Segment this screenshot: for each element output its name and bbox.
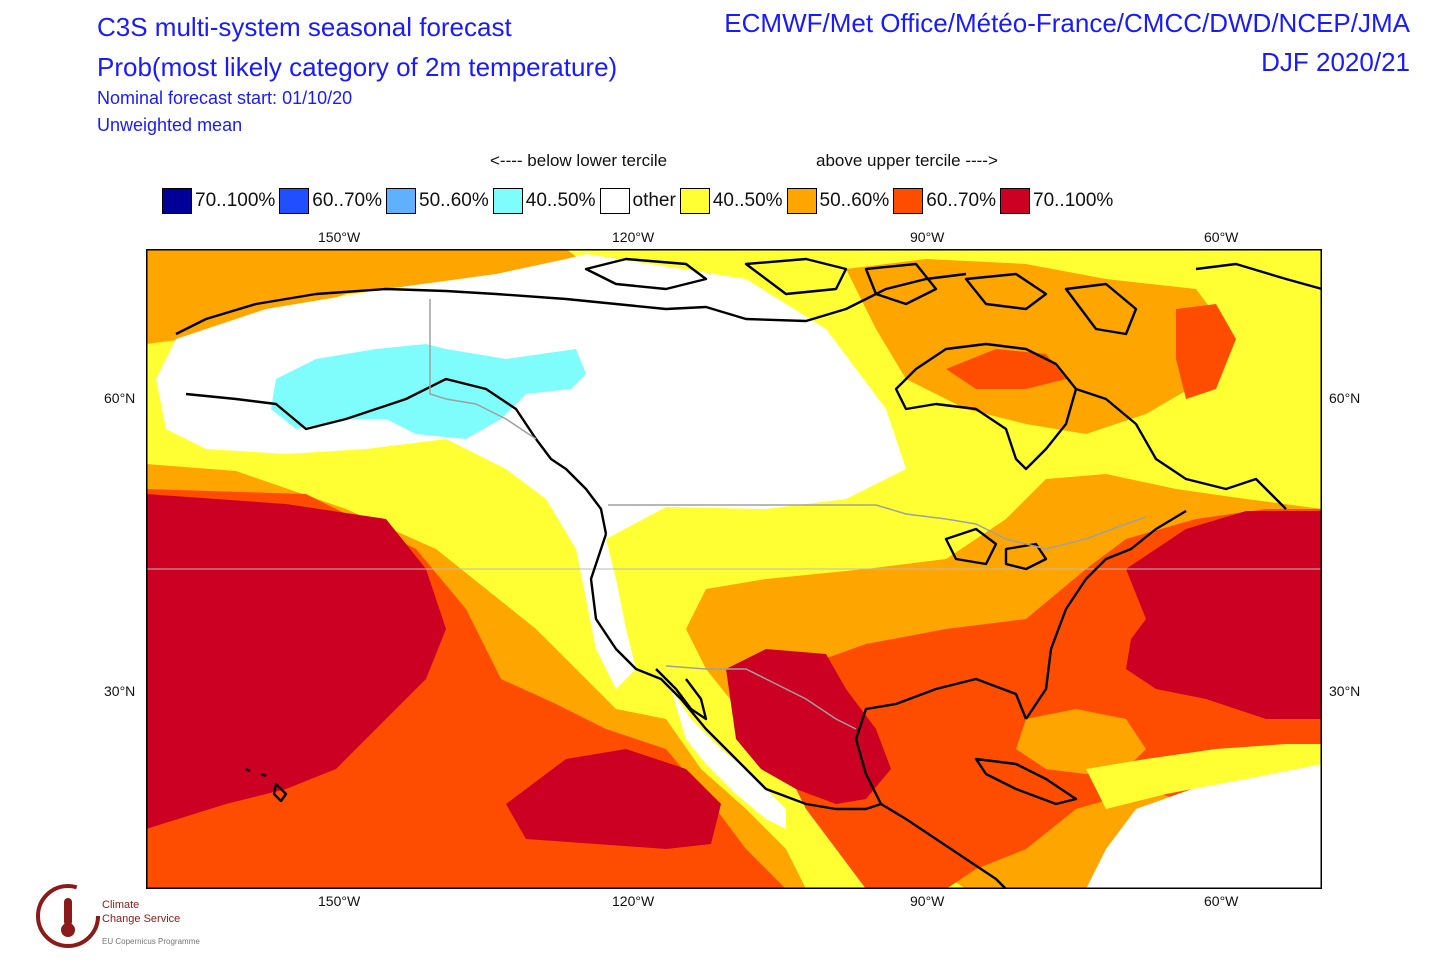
borders (429, 299, 1147, 730)
below-tercile-caption: <---- below lower tercile (490, 151, 668, 170)
lon-label-bottom: 150°W (318, 893, 361, 909)
mexico-dark-red (726, 649, 891, 804)
baja-white (671, 689, 786, 829)
logo-text-1: Climate (102, 899, 139, 911)
systems-list: ECMWF/Met Office/Météo-France/CMCC/DWD/N… (724, 8, 1410, 38)
cuba-coast (974, 757, 1078, 806)
greenland-coast (1195, 262, 1322, 291)
legend-swatch (162, 188, 192, 214)
above-tercile-caption: above upper tercile ----> (816, 151, 998, 170)
season-label: DJF 2020/21 (1261, 47, 1410, 77)
us-mexico-border (665, 665, 857, 730)
caribbean-yellow (1086, 744, 1322, 809)
lon-label-top: 60°W (1204, 229, 1239, 245)
legend-label: other (632, 190, 676, 211)
caribbean-white (1086, 764, 1322, 889)
logo-text-2: Change Service (102, 913, 180, 925)
hawaii-islands (245, 767, 288, 803)
legend-swatch (1000, 188, 1031, 214)
lon-label-bottom: 90°W (910, 893, 945, 909)
legend-label: 60..70% (312, 190, 383, 211)
legend-swatch (893, 188, 924, 214)
legend-item: 70..100% (162, 188, 275, 214)
legend-item: 50..60% (386, 188, 489, 214)
legend-item: other (599, 188, 676, 214)
arctic-islands (584, 257, 1138, 336)
legend-label: 50..60% (819, 190, 890, 211)
legend-label: 60..70% (926, 190, 997, 211)
thermometer-bulb (61, 923, 75, 937)
title-line-1: C3S multi-system seasonal forecast (97, 12, 512, 42)
labrador-coast (1075, 387, 1287, 510)
legend-label: 50..60% (419, 190, 489, 211)
legend-label: 70..100% (195, 190, 276, 211)
legend-label: 40..50% (712, 190, 783, 211)
lon-label-bottom: 60°W (1204, 893, 1239, 909)
legend-item: 40..50% (679, 188, 783, 214)
central-america-coast (880, 802, 1007, 889)
legend-item: 70..100% (1000, 188, 1113, 214)
logo-ring (36, 884, 100, 948)
title-line-2: Prob(most likely category of 2m temperat… (97, 52, 618, 82)
coastlines (175, 257, 1322, 889)
lat-label-left: 60°N (104, 390, 136, 406)
alaska-cyan (271, 344, 586, 439)
pacific-dark-red (146, 494, 446, 829)
forecast-map (146, 249, 1322, 889)
west-coast (589, 533, 882, 811)
c3s-logo-mark: Climate Change Service EU Copernicus Pro… (36, 884, 200, 948)
gulf-coast (854, 677, 1028, 805)
lat-label-left: 30°N (104, 683, 136, 699)
forecast-start: Nominal forecast start: 01/10/20 (97, 88, 353, 108)
alaska-south-coast (185, 377, 608, 535)
pacific-south-red (506, 749, 721, 849)
thermometer-icon (64, 898, 72, 926)
lat-label-right: 30°N (1329, 683, 1361, 699)
legend-swatch (679, 188, 710, 214)
legend-item: 60..70% (279, 188, 382, 214)
legend-swatch (386, 188, 417, 214)
legend-swatch (492, 188, 523, 214)
legend-label: 70..100% (1033, 190, 1114, 211)
baja-coast (655, 668, 708, 721)
mean-type: Unweighted mean (97, 115, 243, 135)
atlantic-dark-red (1126, 511, 1322, 719)
lon-label-top: 120°W (612, 229, 655, 245)
legend-swatch (786, 188, 817, 214)
alaska-coast (175, 272, 967, 336)
east-coast (1025, 509, 1187, 720)
hudson-red-orange (946, 349, 1066, 389)
hudson-orange (846, 259, 1226, 434)
map-frame (146, 249, 1322, 889)
logo-text-3: EU Copernicus Programme (102, 937, 200, 946)
legend-item: 40..50% (492, 188, 596, 214)
c3s-logo: Climate Change Service EU Copernicus Pro… (30, 878, 230, 958)
hudson-bay-coast (894, 342, 1078, 471)
legend-label: 40..50% (525, 190, 596, 211)
color-legend: 70..100% 60..70% 50..60% 40..50% other 4… (162, 186, 1117, 216)
lon-label-top: 150°W (318, 229, 361, 245)
legend-swatch (599, 188, 630, 214)
legend-item: 50..60% (786, 188, 890, 214)
labrador-red-orange (1176, 304, 1236, 399)
us-canada-border (608, 504, 1147, 550)
gulf-orange (1016, 709, 1146, 774)
lat-label-right: 60°N (1329, 390, 1361, 406)
lon-label-top: 90°W (910, 229, 945, 245)
alaska-canada-border (429, 299, 537, 440)
legend-swatch (279, 188, 310, 214)
legend-item: 60..70% (893, 188, 996, 214)
lon-label-bottom: 120°W (612, 893, 655, 909)
